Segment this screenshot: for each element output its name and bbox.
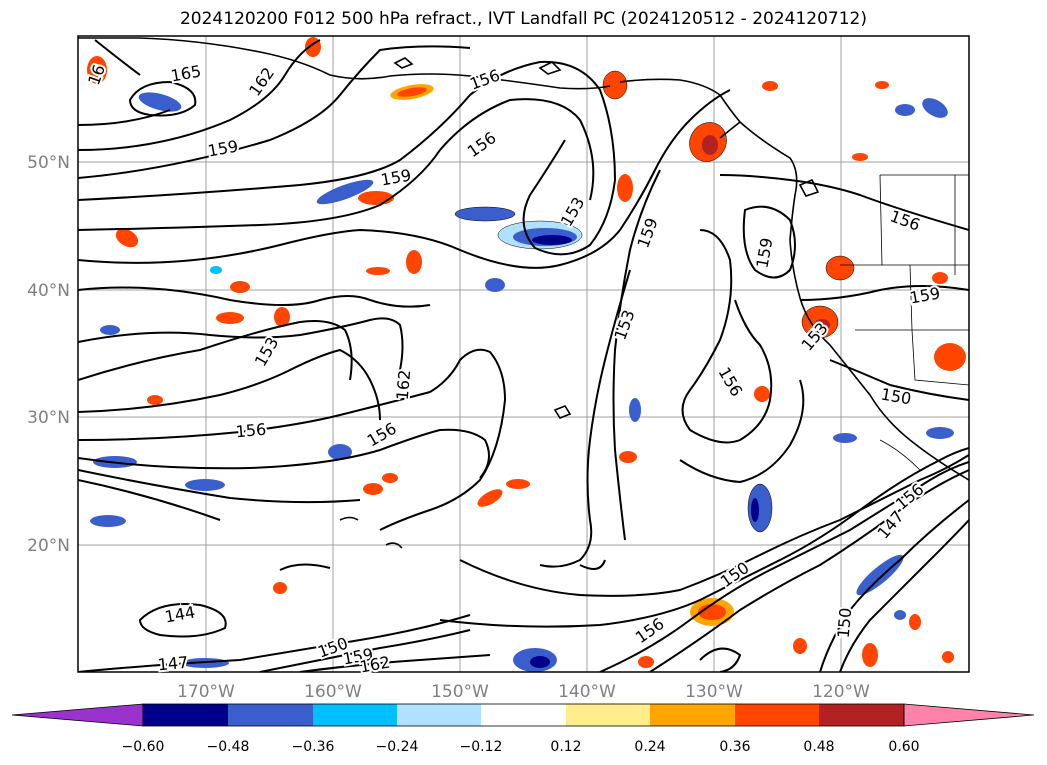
colorbar-segment [143,704,228,726]
blue-patch [532,235,572,245]
lon-label: 120°W [812,682,870,702]
colorbar-outline [142,703,905,727]
red-patch [702,135,718,155]
blue-patch [185,479,225,491]
red-patch [619,451,637,463]
lat-label: 30°N [27,408,70,428]
red-patch [358,191,394,205]
colorbar-tick-label: −0.36 [292,739,335,755]
red-patch [382,473,398,483]
colorbar-tick-label: −0.48 [207,739,250,755]
red-patch [506,479,530,489]
height-contours [78,39,969,672]
blue-patch [751,498,759,522]
colorbar-segment [313,704,397,726]
colorbar-tick-label: −0.24 [376,739,419,755]
colorbar-tick-label: 0.60 [888,739,919,755]
red-patch [617,174,633,202]
lat-label: 20°N [27,536,70,556]
lon-label: 130°W [685,682,743,702]
colorbar-tick-label: 0.36 [719,739,750,755]
lat-label: 40°N [27,281,70,301]
contour-label: 156 [235,420,267,442]
red-patch [397,87,427,97]
contour-label: 159 [379,165,412,189]
colorbar-tick-label: 0.48 [803,739,834,755]
red-patch [932,272,948,284]
colorbar-segment [819,704,904,726]
blue-patch [485,278,505,292]
red-patch [477,489,503,507]
red-patch [115,228,139,248]
blue-patch [454,206,516,222]
red-patch [754,386,770,402]
blue-patch [895,104,915,116]
map-title: 2024120200 F012 500 hPa refract., IVT La… [179,9,867,29]
red-patch [273,582,287,594]
lon-label: 160°W [304,682,362,702]
red-patch [87,56,107,84]
red-patch [852,153,868,161]
red-patch [406,250,422,274]
colorbar-extend-high [903,703,1035,727]
red-patch [638,656,654,668]
blue-patch [316,179,374,205]
blue-patch [629,398,641,422]
red-patch [825,255,855,281]
blue-patch [894,610,906,620]
red-patch [875,81,889,89]
colorbar-tick-label: 0.24 [634,739,665,755]
blue-patch [530,656,550,668]
blue-patch [856,554,904,596]
red-patch [147,395,163,405]
red-patch [814,319,830,331]
blue-patch [833,433,857,443]
blue-patch [328,444,352,460]
blue-patch [922,98,948,118]
contour-label: 162 [358,652,391,676]
red-patch [363,483,383,495]
lon-label: 170°W [177,682,235,702]
shaded-refractivity-anomalies [87,37,966,672]
blue-patch [210,266,222,274]
latitude-labels: 50°N 40°N 30°N 20°N [27,153,70,556]
blue-patch [90,515,126,527]
colorbar-segment [650,704,735,726]
colorbar-segment [228,704,313,726]
contour-label: 150 [834,607,856,639]
contour-label: 147 [157,653,189,675]
red-patch [230,281,250,293]
lat-label: 50°N [27,153,70,173]
lon-label: 140°W [558,682,616,702]
red-patch [216,312,244,324]
blue-patch [100,325,120,335]
red-patch [909,614,921,630]
colorbar-segment [481,704,566,726]
red-patch [862,643,878,667]
colorbar-extend-low [11,703,144,727]
red-patch [762,81,778,91]
red-patch [934,343,966,371]
colorbar-segment [397,704,481,726]
colorbar-segment [735,704,819,726]
longitude-labels: 170°W 160°W 150°W 140°W 130°W 120°W [177,682,870,702]
colorbar-segment [566,704,650,726]
colorbar-tick-label: 0.12 [550,739,581,755]
blue-patch [138,92,182,112]
colorbar-tick-label: −0.60 [122,739,165,755]
plot-area [78,36,969,672]
red-patch [793,638,807,654]
lon-label: 150°W [431,682,489,702]
colorbar-tick-label: −0.12 [460,739,503,755]
blue-patch [926,427,954,439]
red-patch [602,70,628,100]
red-patch [274,307,290,327]
red-patch [366,267,390,275]
colorbar: −0.60 −0.48 −0.36 −0.24 −0.12 0.12 0.24 … [11,703,1035,755]
map-frame [77,35,970,673]
red-patch [942,651,954,663]
contour-label: 162 [393,369,415,401]
